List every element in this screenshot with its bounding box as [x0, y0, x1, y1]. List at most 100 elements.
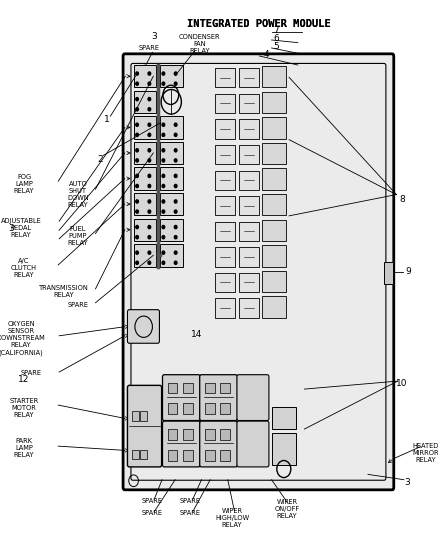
Text: TRANSMISSION
RELAY: TRANSMISSION RELAY [39, 285, 88, 298]
Bar [160, 167, 183, 190]
Circle shape [148, 184, 151, 188]
Bar [215, 222, 235, 241]
Bar [262, 117, 286, 139]
Text: SPARE: SPARE [180, 510, 201, 516]
Bar [262, 245, 286, 266]
Text: 7: 7 [272, 228, 276, 232]
Circle shape [136, 108, 138, 111]
Circle shape [148, 82, 151, 85]
FancyBboxPatch shape [237, 421, 269, 467]
Text: 3: 3 [151, 32, 157, 41]
Circle shape [136, 82, 138, 85]
FancyBboxPatch shape [127, 385, 162, 467]
Bar [134, 91, 156, 113]
Text: 2: 2 [272, 100, 276, 104]
Circle shape [174, 174, 177, 177]
Circle shape [162, 225, 165, 229]
Circle shape [162, 174, 165, 177]
Text: SPARE: SPARE [138, 45, 159, 51]
Text: 4: 4 [272, 151, 276, 156]
Text: 9: 9 [405, 268, 411, 276]
Circle shape [136, 98, 138, 101]
Text: ADJUSTABLE
PEDAL
RELAY: ADJUSTABLE PEDAL RELAY [0, 218, 42, 238]
Circle shape [136, 149, 138, 152]
Circle shape [162, 123, 165, 126]
Circle shape [136, 133, 138, 136]
Text: WIPER
ON/OFF
RELAY: WIPER ON/OFF RELAY [274, 499, 300, 519]
Circle shape [148, 210, 151, 213]
Bar [262, 271, 286, 292]
Bar [215, 68, 235, 87]
Text: 12: 12 [18, 375, 30, 384]
Bar [183, 403, 193, 414]
Bar [132, 411, 139, 421]
Circle shape [174, 236, 177, 239]
Bar [239, 222, 259, 241]
Circle shape [148, 123, 151, 126]
Bar [262, 143, 286, 164]
Bar [262, 220, 286, 241]
Bar [134, 116, 156, 139]
Bar [262, 168, 286, 190]
Bar [215, 298, 235, 318]
Circle shape [174, 123, 177, 126]
Bar [262, 66, 286, 87]
Circle shape [162, 133, 165, 136]
Bar [239, 171, 259, 190]
Text: WIPER
HIGH/LOW
RELAY: WIPER HIGH/LOW RELAY [215, 508, 249, 528]
Bar [160, 142, 183, 164]
Bar [239, 273, 259, 292]
Bar [205, 450, 215, 461]
Text: 9: 9 [272, 279, 276, 284]
Bar [239, 247, 259, 266]
Text: 8: 8 [399, 196, 405, 204]
Circle shape [174, 72, 177, 75]
Circle shape [148, 225, 151, 229]
Bar [220, 403, 230, 414]
FancyBboxPatch shape [237, 375, 269, 421]
Circle shape [136, 225, 138, 229]
Circle shape [136, 174, 138, 177]
Bar [220, 383, 230, 393]
Bar [262, 92, 286, 113]
Bar [239, 196, 259, 215]
Bar [215, 273, 235, 292]
Bar [239, 68, 259, 87]
Bar [134, 244, 156, 266]
Text: FUEL
PUMP
RELAY: FUEL PUMP RELAY [67, 225, 88, 246]
Circle shape [162, 236, 165, 239]
FancyBboxPatch shape [127, 310, 159, 343]
Circle shape [162, 251, 165, 254]
Bar [140, 411, 147, 421]
Bar [262, 194, 286, 215]
Text: 14: 14 [191, 330, 202, 339]
Text: SPARE: SPARE [142, 510, 163, 516]
Bar [134, 65, 156, 87]
Circle shape [162, 72, 165, 75]
Text: INTEGRATED POWER MODULE: INTEGRATED POWER MODULE [187, 19, 330, 29]
Circle shape [136, 123, 138, 126]
Bar [160, 219, 183, 241]
Circle shape [148, 236, 151, 239]
Bar [168, 450, 177, 461]
Text: 1: 1 [272, 75, 276, 79]
Circle shape [148, 133, 151, 136]
Text: CONDENSER
FAN
RELAY: CONDENSER FAN RELAY [178, 34, 220, 54]
Bar [239, 119, 259, 139]
Bar [160, 116, 183, 139]
Bar [134, 219, 156, 241]
Text: OXYGEN
SENSOR
DOWNSTREAM
RELAY
(CALIFORNIA): OXYGEN SENSOR DOWNSTREAM RELAY (CALIFORN… [0, 321, 46, 356]
Bar [168, 403, 177, 414]
Circle shape [162, 184, 165, 188]
Text: 10: 10 [396, 379, 408, 388]
Text: A/C
CLUTCH
RELAY: A/C CLUTCH RELAY [11, 258, 37, 278]
Text: 10: 10 [271, 305, 277, 309]
Circle shape [136, 184, 138, 188]
Circle shape [162, 82, 165, 85]
Circle shape [148, 149, 151, 152]
Circle shape [174, 261, 177, 264]
Bar [132, 450, 139, 459]
Circle shape [162, 159, 165, 162]
Bar [134, 193, 156, 215]
Circle shape [174, 133, 177, 136]
